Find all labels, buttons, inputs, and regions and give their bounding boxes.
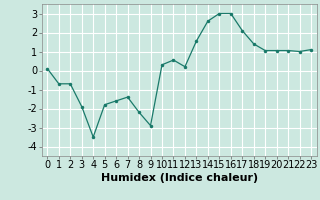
X-axis label: Humidex (Indice chaleur): Humidex (Indice chaleur) [100, 173, 258, 183]
